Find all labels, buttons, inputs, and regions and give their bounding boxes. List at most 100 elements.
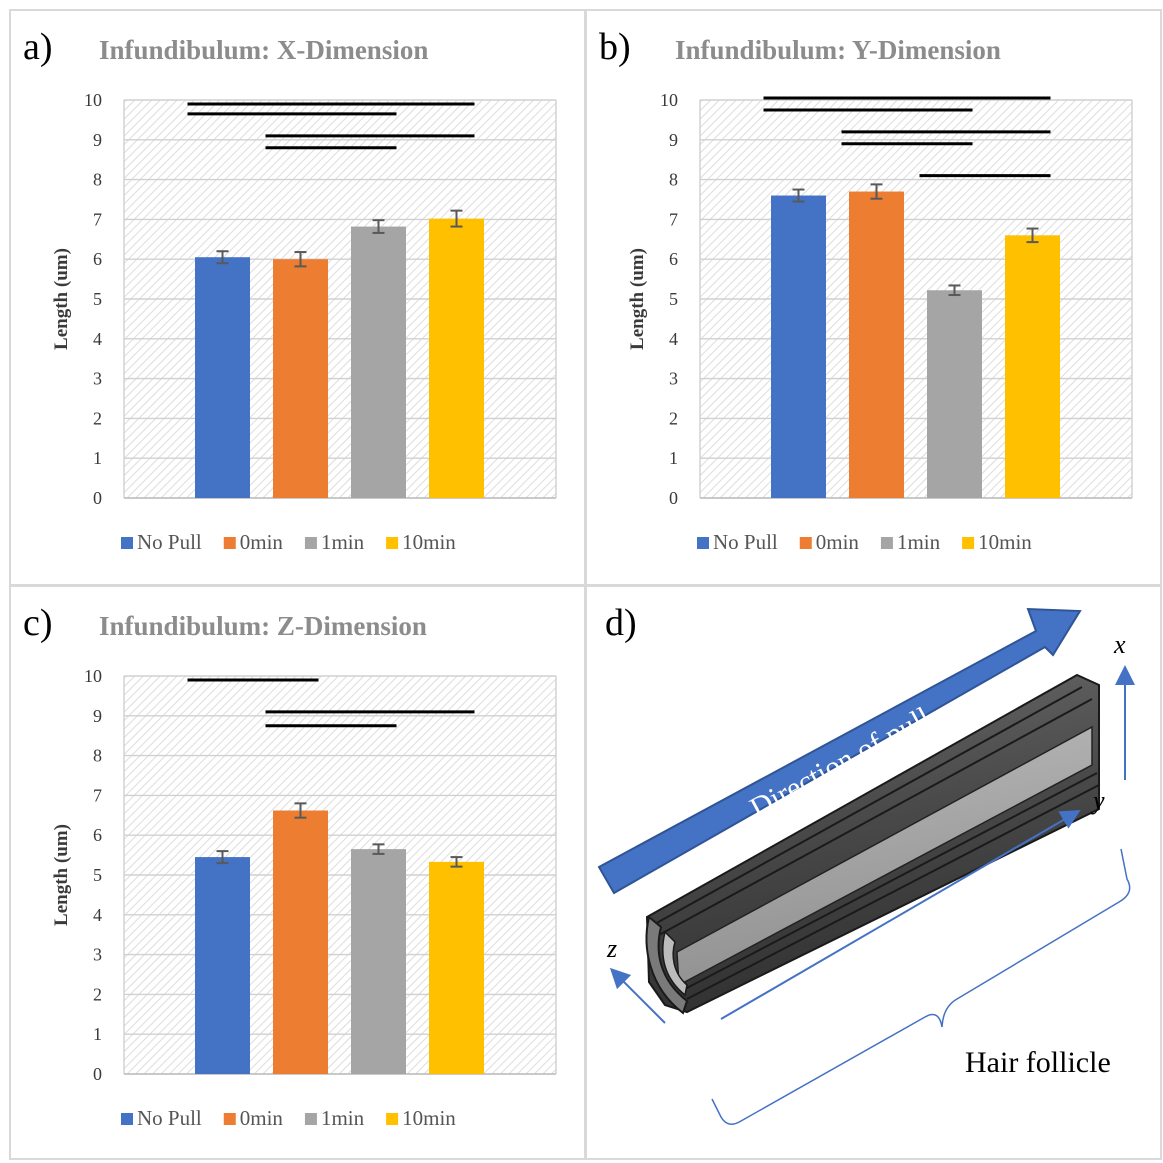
follicle-cross-section: [645, 915, 689, 1015]
bar-no-pull: [195, 857, 250, 1074]
follicle-ridge-1: [652, 686, 1083, 926]
legend-label: 10min: [978, 530, 1032, 554]
y-tick-label: 0: [93, 488, 102, 508]
legend-swatch: [121, 537, 133, 549]
legend-swatch: [223, 537, 236, 549]
y-tick-label: 5: [93, 865, 102, 885]
y-axis-label: Length (um): [51, 824, 72, 926]
legend-swatch: [304, 1113, 317, 1125]
bar-1min: [351, 226, 406, 498]
chart-panel-b: b) Infundibulum: Y-Dimension 0 1 2 3 4 5 6 7 8 9 10 L…: [585, 9, 1162, 586]
follicle-brace: [711, 848, 1131, 1125]
follicle-ridge-2: [658, 698, 1093, 936]
legend-label: No Pull: [137, 530, 202, 554]
chart-panel-a: a) Infundibulum: X-Dimension 0 1 2 3 4 5 6 7 8 9 10 L…: [9, 9, 586, 586]
legend-swatch: [799, 537, 812, 549]
follicle-caption: Hair follicle: [965, 1046, 1111, 1079]
legend-swatch: [223, 1113, 236, 1125]
legend-label: 1min: [321, 530, 365, 554]
y-tick-label: 10: [660, 90, 678, 110]
y-tick-label: 9: [93, 130, 102, 150]
legend-label: 0min: [240, 1106, 284, 1130]
panel-label: a): [23, 26, 53, 68]
y-tick-label: 3: [93, 369, 102, 389]
bar-0min: [273, 259, 328, 498]
y-axis-label: Length (um): [51, 248, 72, 350]
bar-10min: [429, 861, 484, 1074]
legend-label: 0min: [240, 530, 284, 554]
pull-arrow-shape: [597, 607, 1082, 895]
y-tick-label: 8: [93, 170, 102, 190]
bar-0min: [273, 810, 328, 1074]
legend-swatch: [962, 537, 975, 549]
bar-no-pull: [771, 195, 826, 498]
chart-panel-c: c) Infundibulum: Z-Dimension 0 1 2 3 4 5 6 7 8 9 10 L…: [9, 585, 586, 1160]
chart-title: Infundibulum: Y-Dimension: [675, 35, 1001, 65]
y-tick-label: 2: [93, 984, 102, 1004]
follicle-cross-section-inner: [662, 930, 688, 997]
panel-label: c): [23, 602, 53, 644]
z-axis-label: z: [606, 934, 617, 963]
diagram-panel-d: d) Direction of pull x y z Hair follicle: [585, 585, 1162, 1160]
y-tick-label: 10: [84, 90, 102, 110]
chart-title: Infundibulum: X-Dimension: [99, 35, 428, 65]
bar-no-pull: [195, 257, 250, 498]
y-tick-label: 9: [93, 706, 102, 726]
y-tick-label: 4: [93, 329, 102, 349]
chart-svg-c: c) Infundibulum: Z-Dimension 0 1 2 3 4 5 6 7 8 9 10 L…: [23, 602, 557, 1130]
follicle-inner-channel: [676, 725, 1093, 987]
y-tick-label: 10: [84, 666, 102, 686]
follicle-ridge-3: [684, 772, 1098, 990]
bar-0min: [849, 191, 904, 499]
legend-label: No Pull: [137, 1106, 202, 1130]
panel-label: b): [599, 26, 631, 68]
legend-label: 0min: [816, 530, 860, 554]
legend-label: No Pull: [713, 530, 778, 554]
y-tick-label: 7: [93, 785, 102, 805]
y-tick-label: 1: [669, 448, 678, 468]
follicle-ridge-4: [686, 784, 1100, 1000]
y-tick-label: 1: [93, 1024, 102, 1044]
y-tick-label: 0: [93, 1064, 102, 1084]
z-axis-arrow: [609, 967, 666, 1024]
y-tick-label: 9: [669, 130, 678, 150]
legend-swatch: [386, 1113, 399, 1125]
legend-swatch: [880, 537, 893, 549]
y-tick-label: 5: [669, 289, 678, 309]
y-tick-label: 3: [93, 945, 102, 965]
y-axis-label: y: [1090, 786, 1105, 815]
y-tick-label: 2: [93, 408, 102, 428]
bar-1min: [927, 290, 982, 498]
legend-label: 10min: [402, 1106, 456, 1130]
legend-label: 10min: [402, 530, 456, 554]
y-tick-label: 8: [669, 170, 678, 190]
y-tick-label: 1: [93, 448, 102, 468]
legend-label: 1min: [897, 530, 941, 554]
legend-swatch: [386, 537, 399, 549]
legend-label: 1min: [321, 1106, 365, 1130]
bar-1min: [351, 849, 406, 1074]
y-tick-label: 5: [93, 289, 102, 309]
chart-title: Infundibulum: Z-Dimension: [99, 611, 427, 641]
y-tick-label: 0: [669, 488, 678, 508]
legend-swatch: [697, 537, 709, 549]
y-tick-label: 4: [93, 905, 102, 925]
chart-svg-a: a) Infundibulum: X-Dimension 0 1 2 3 4 5 6 7 8 9 10 L…: [23, 26, 557, 554]
x-axis-label: x: [1113, 630, 1126, 659]
y-tick-label: 3: [669, 369, 678, 389]
legend-swatch: [304, 537, 317, 549]
y-tick-label: 7: [669, 209, 678, 229]
y-tick-label: 8: [93, 746, 102, 766]
y-tick-label: 6: [93, 825, 102, 845]
y-axis-arrow: [720, 809, 1081, 1020]
bar-10min: [1005, 235, 1060, 498]
chart-svg-b: b) Infundibulum: Y-Dimension 0 1 2 3 4 5 6 7 8 9 10 L…: [599, 26, 1133, 554]
y-tick-label: 2: [669, 408, 678, 428]
y-tick-label: 6: [93, 249, 102, 269]
bar-10min: [429, 218, 484, 498]
hair-follicle-diagram: d) Direction of pull x y z Hair follicle: [597, 602, 1135, 1125]
legend-swatch: [121, 1113, 133, 1125]
y-axis-label: Length (um): [627, 248, 648, 350]
y-tick-label: 4: [669, 329, 678, 349]
panel-label-d: d): [605, 602, 637, 644]
